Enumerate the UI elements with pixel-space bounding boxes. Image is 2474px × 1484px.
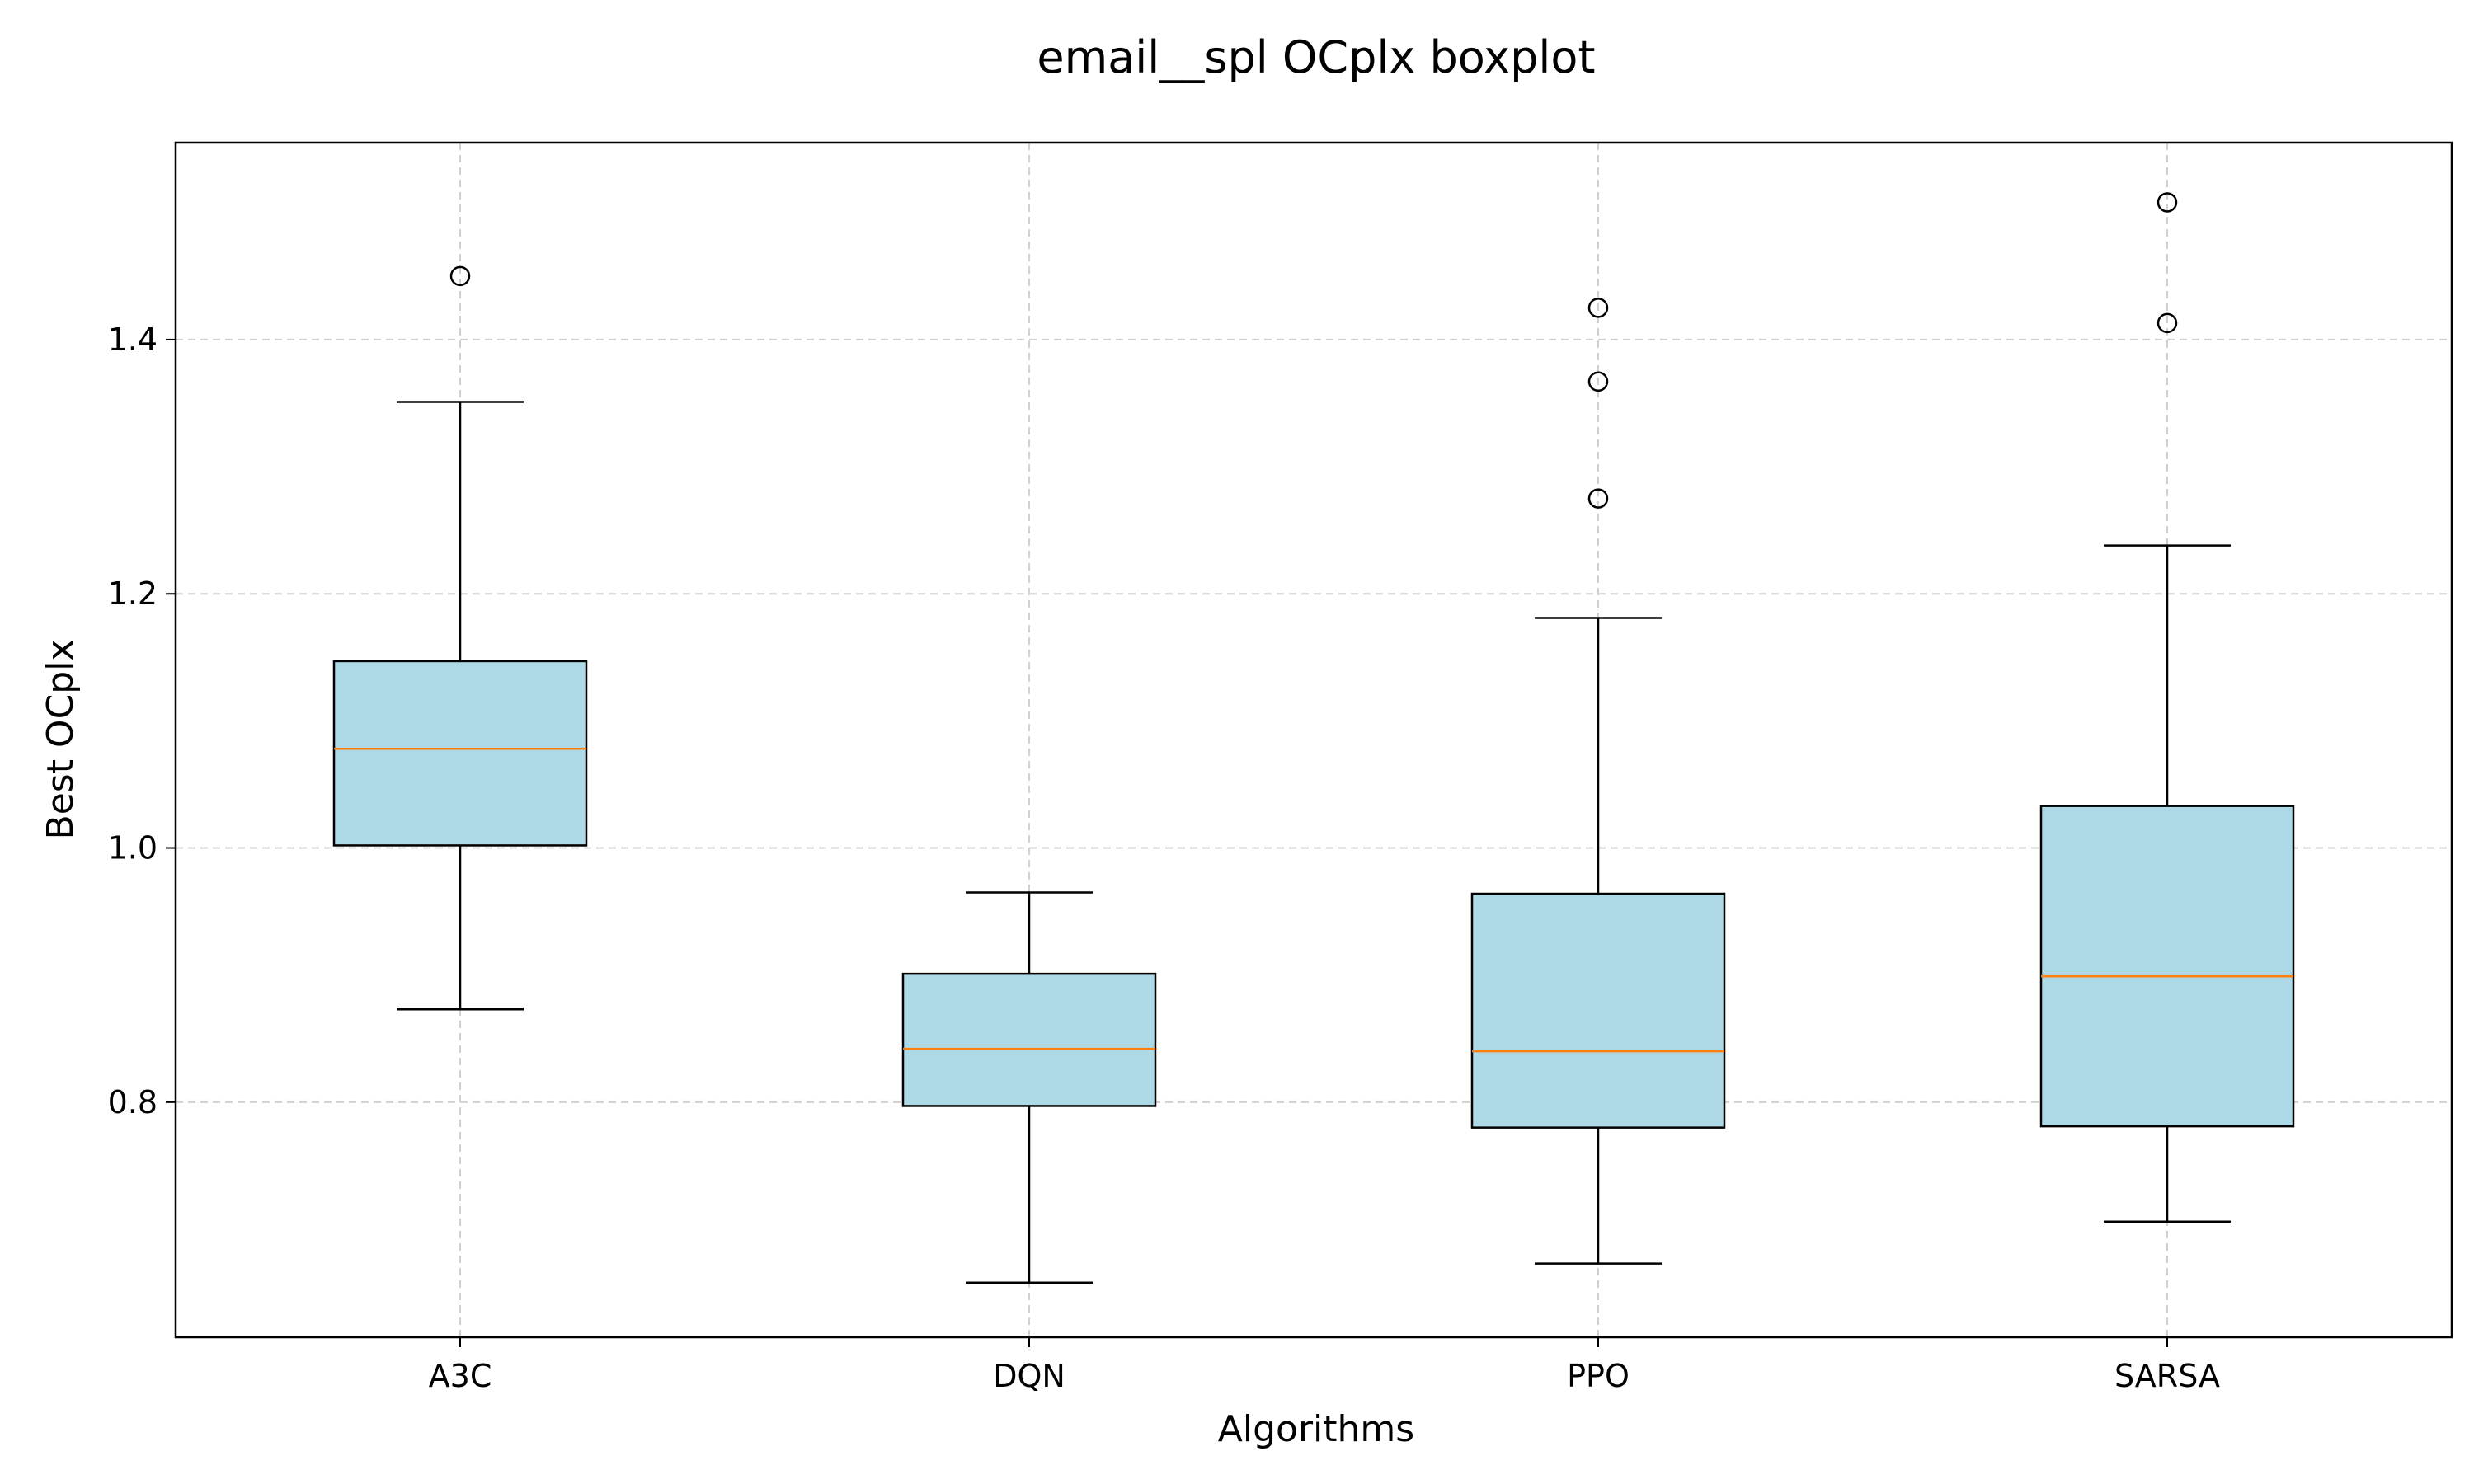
outlier-point	[1587, 488, 1609, 509]
x-tick-label: SARSA	[2114, 1358, 2220, 1394]
box-group	[332, 265, 588, 1011]
y-tick-label: 0.8	[108, 1084, 158, 1120]
plot-layer	[332, 192, 2295, 1284]
iqr-box	[901, 972, 1157, 1107]
y-tick-label: 1.4	[108, 322, 158, 358]
iqr-box	[1470, 892, 1726, 1129]
y-tick-label: 1.0	[108, 830, 158, 866]
plot-frame	[174, 141, 2453, 1339]
y-axis-label: Best OCplx	[40, 640, 82, 840]
x-tick-label: DQN	[993, 1358, 1065, 1394]
chart-title: email__spl OCplx boxplot	[1037, 31, 1595, 83]
outlier-point	[1587, 298, 1609, 318]
axis-layer: 0.8 1.0 1.2 1.4 A3C DQN PPO SARSA	[108, 322, 2220, 1394]
iqr-box	[332, 660, 588, 847]
x-axis-label: Algorithms	[1218, 1408, 1414, 1450]
outlier-point	[449, 265, 471, 287]
outlier-point	[1587, 371, 1609, 392]
box-group	[2039, 192, 2295, 1223]
outlier-point	[2157, 192, 2178, 213]
box-group	[901, 891, 1157, 1284]
box-group	[1470, 298, 1726, 1265]
x-tick-label: PPO	[1567, 1358, 1630, 1394]
x-tick-label: A3C	[429, 1358, 492, 1394]
iqr-box	[2039, 805, 2295, 1128]
outlier-point	[2157, 312, 2178, 334]
y-tick-label: 1.2	[108, 575, 158, 612]
